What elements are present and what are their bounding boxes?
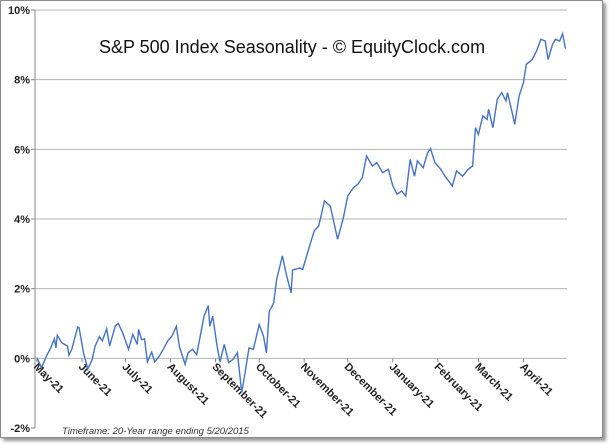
x-tick-label: June-21: [76, 361, 114, 399]
y-tick-label: 2%: [14, 284, 30, 296]
y-tick-label: 10%: [8, 5, 30, 17]
chart-title: S&P 500 Index Seasonality - © EquityCloc…: [99, 37, 485, 57]
y-tick-label: -2%: [10, 423, 30, 435]
x-tick-label: January-21: [387, 361, 437, 411]
x-tick-label: July-21: [119, 361, 154, 396]
y-tick-label: 8%: [14, 75, 30, 87]
footnote: Timeframe: 20-Year range ending 5/20/201…: [62, 426, 250, 437]
series-line: [36, 31, 567, 393]
x-tick-labels: May-21 June-21 July-21 August-21September-2…: [31, 361, 555, 421]
x-tick-label: April-21: [517, 361, 554, 398]
y-tick-label: 4%: [14, 214, 30, 226]
x-tick-label: August-21: [164, 361, 211, 408]
y-tick-label: 0%: [14, 353, 30, 365]
x-tick-label: May-21: [31, 361, 66, 396]
y-tick-labels: -2% 0% 2% 4% 6% 8% 10%: [8, 5, 30, 435]
y-tick-label: 6%: [14, 144, 30, 156]
x-tick-label: March-21: [472, 361, 515, 404]
gridlines: [31, 9, 567, 429]
